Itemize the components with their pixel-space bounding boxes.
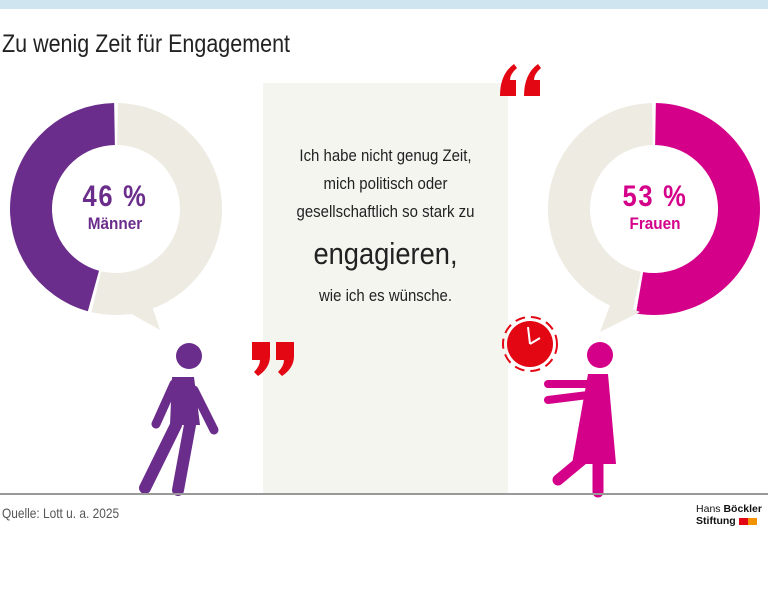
source-note: Quelle: Lott u. a. 2025 (2, 505, 120, 521)
woman-figure-icon (544, 342, 616, 498)
speech-bubble-tail (600, 300, 640, 332)
top-bar (0, 0, 768, 9)
hans-boeckler-logo: Hans Böckler Stiftung (696, 503, 762, 527)
women-donut-chart (547, 103, 760, 332)
men-donut-chart (9, 103, 222, 330)
women-percent-label: 53 % Frauen (600, 180, 710, 234)
man-figure-icon (139, 343, 219, 496)
quote-box (263, 83, 508, 494)
quote-line: wie ich es wünsche. (318, 286, 453, 305)
men-percent-label: 46 % Männer (60, 180, 170, 234)
clock-icon (502, 316, 558, 372)
men-remainder-arc (91, 103, 222, 315)
opening-quote-icon (500, 64, 541, 96)
quote-line: mich politisch oder (323, 174, 448, 193)
speech-bubble-tail (128, 300, 160, 330)
quote-emphasis: engagieren, (313, 236, 458, 271)
page-title: Zu wenig Zeit für Engagement (2, 30, 291, 58)
men-percent-value: 46 % (82, 180, 148, 213)
quote-line: Ich habe nicht genug Zeit, (299, 146, 472, 165)
women-remainder-arc (547, 103, 653, 313)
closing-quote-icon (252, 342, 294, 376)
baseline-divider (0, 493, 768, 495)
quote-line: gesellschaftlich so stark zu (296, 202, 475, 221)
women-percent-value: 53 % (622, 180, 688, 213)
men-label: Männer (87, 214, 143, 233)
men-share-arc (9, 103, 115, 312)
women-share-arc (635, 103, 760, 315)
women-label: Frauen (629, 214, 681, 233)
